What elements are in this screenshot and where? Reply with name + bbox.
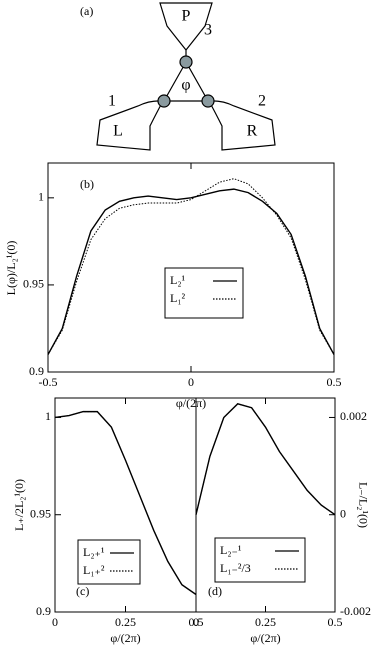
y-axis-label: L₋/L₂¹(0): [356, 482, 370, 528]
panel-label: (c): [76, 584, 89, 598]
legend-label: L₁₋²/3: [220, 561, 251, 575]
x-axis-label: φ/(2π): [250, 631, 280, 645]
series-line: [195, 403, 336, 516]
legend-box: [77, 539, 141, 585]
x-tick-label: 0: [193, 615, 199, 629]
x-tick-label: 0.5: [189, 615, 204, 629]
node-label: L: [113, 123, 123, 140]
y2-tick-label: 0.002: [340, 409, 367, 423]
y-axis-label: L₊/2L₂¹(0): [12, 479, 26, 531]
diagram: [96, 2, 276, 151]
lead-l: [96, 100, 164, 151]
lead-p: [159, 2, 213, 51]
series-line: [47, 178, 335, 355]
panel-label: (b): [80, 177, 94, 191]
legend-label: L₁₊²: [83, 563, 105, 577]
node-label: φ: [181, 77, 190, 94]
x-axis-label: φ/(2π): [110, 631, 140, 645]
x-tick-label: -0.5: [39, 375, 58, 389]
x-tick-label: 0.5: [328, 615, 343, 629]
x-tick-label: 0.25: [115, 615, 136, 629]
series-line: [47, 188, 335, 355]
node-label: R: [247, 123, 258, 140]
y-tick-label: 0.9: [29, 364, 44, 378]
x-axis-label: φ/(2π): [176, 396, 206, 410]
x-tick-label: 0: [188, 375, 194, 389]
node-label: P: [182, 8, 191, 25]
series-line: [195, 403, 336, 516]
y2-tick-label: -0.002: [340, 604, 371, 618]
node-label: 3: [204, 22, 212, 39]
legend-box: [164, 267, 244, 319]
node-label: 2: [258, 93, 266, 110]
x-tick-label: 0: [52, 615, 58, 629]
y-tick-label: 0.9: [36, 604, 51, 618]
panel-label: (a): [80, 4, 93, 18]
y-axis-label: L(φ)/L₂¹(0): [4, 241, 18, 296]
ring: [162, 60, 210, 102]
dot: [179, 55, 193, 69]
y2-tick-label: 0: [340, 506, 346, 520]
dot: [201, 94, 215, 108]
legend-label: L₂₊¹: [83, 545, 105, 559]
legend-label: L₁²: [170, 291, 186, 305]
y-tick-label: 1: [45, 409, 51, 423]
y-tick-label: 0.95: [23, 277, 44, 291]
panel-label: (d): [208, 584, 222, 598]
y-tick-label: 0.95: [30, 506, 51, 520]
x-tick-label: 0.5: [327, 375, 342, 389]
x-tick-label: 0.25: [255, 615, 276, 629]
legend-label: L₂¹: [170, 273, 186, 287]
dot: [157, 94, 171, 108]
series-line: [54, 411, 197, 595]
legend-box: [214, 537, 306, 583]
legend-label: L₂₋¹: [220, 543, 242, 557]
y-tick-label: 1: [38, 190, 44, 204]
node-label: 1: [108, 93, 116, 110]
